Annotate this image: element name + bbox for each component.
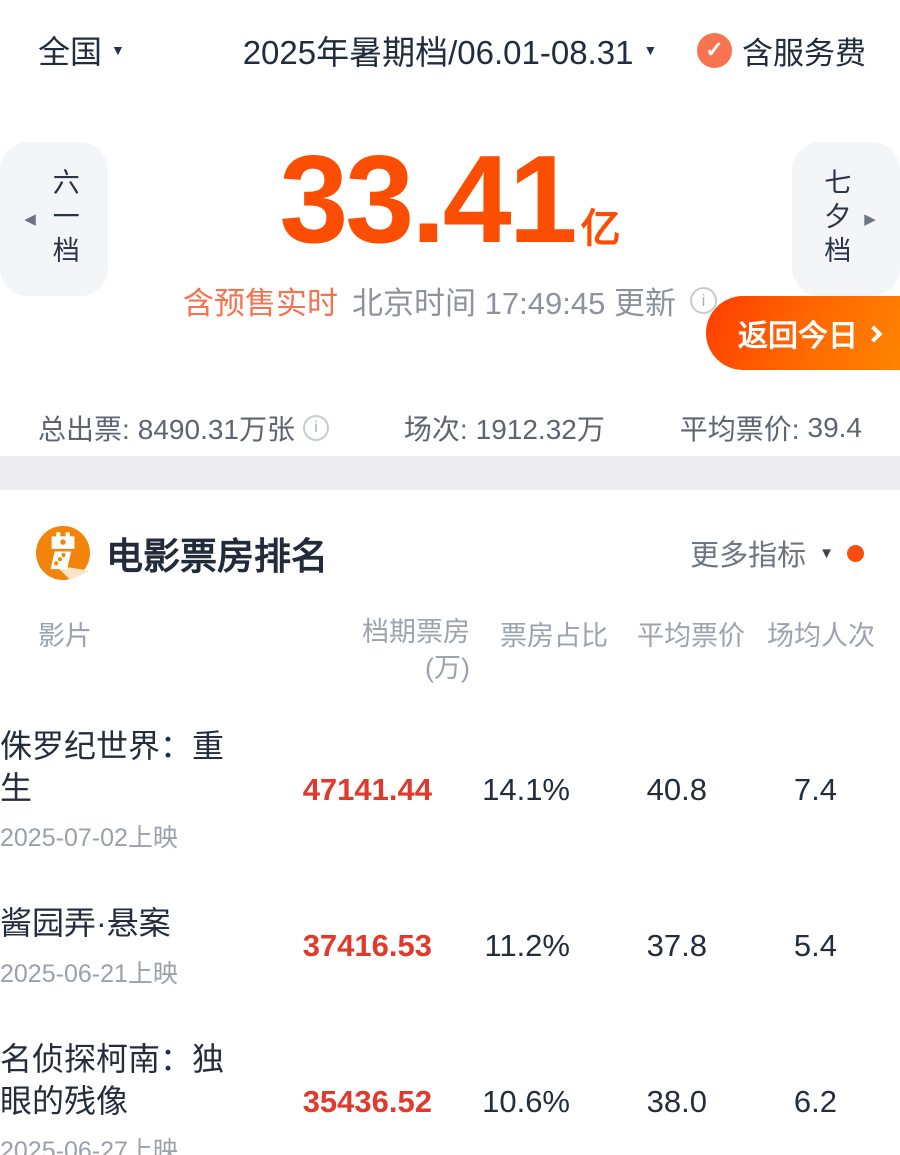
period-dropdown[interactable]: 2025年暑期档/06.01-08.31 ▼ <box>243 0 658 100</box>
column-header-film: 影片 <box>38 621 92 651</box>
ranking-header: 电影票房排名 更多指标 ▼ <box>0 526 900 580</box>
table-row[interactable]: 酱园弄·悬案 2025-06-21上映 37416.53 11.2% 37.8 … <box>0 878 900 1013</box>
prev-period-label: 六一档 <box>48 168 79 270</box>
update-subline: 含预售实时 北京时间 17:49:45 更新 i <box>0 278 900 323</box>
region-dropdown[interactable]: 全国 ▼ <box>38 0 125 100</box>
arrow-right-icon: ▶ <box>864 211 876 228</box>
stat-total-tickets: 总出票: 8490.31万张 i <box>38 408 329 448</box>
summary-stats-row: 总出票: 8490.31万张 i 场次: 1912.32万 平均票价: 39.4 <box>0 400 900 456</box>
film-avg-price: 40.8 <box>646 771 707 807</box>
column-header-avg-attendance: 场均人次 <box>767 621 875 651</box>
film-release-date: 2025-07-02上映 <box>0 824 178 853</box>
total-box-office: 33.41 亿 <box>0 100 900 262</box>
stat-sessions: 场次: 1912.32万 <box>404 408 605 448</box>
stat-value: 39.4 <box>807 412 863 443</box>
film-share: 11.2% <box>484 927 570 963</box>
ranking-table: 影片 档期票房 (万) 票房占比 平均票价 场均人次 侏罗纪世界：重生 2025… <box>0 614 900 1155</box>
stat-label: 平均票价: <box>679 414 800 445</box>
film-cell: 酱园弄·悬案 2025-06-21上映 <box>0 902 262 989</box>
lighthouse-icon <box>36 526 90 580</box>
topbar: 全国 ▼ 2025年暑期档/06.01-08.31 ▼ ✓ 含服务费 <box>0 0 900 100</box>
next-period-tab[interactable]: 七夕档 ▶ <box>792 142 900 296</box>
film-gross: 37416.53 <box>302 927 432 963</box>
chevron-down-icon: ▼ <box>643 42 658 58</box>
stat-label: 总出票: <box>38 414 130 445</box>
chevron-down-icon: ▼ <box>819 544 834 562</box>
arrow-left-icon: ◀ <box>24 211 36 228</box>
film-gross: 35436.52 <box>302 1084 432 1120</box>
ranking-title: 电影票房排名 <box>106 536 328 577</box>
film-release-date: 2025-06-27上映 <box>0 1137 178 1155</box>
table-body: 侏罗纪世界：重生 2025-07-02上映 47141.44 14.1% 40.… <box>0 701 900 1155</box>
more-metrics-label: 更多指标 <box>690 540 807 572</box>
film-release-date: 2025-06-21上映 <box>0 959 178 988</box>
column-header-gross-unit: (万) <box>425 653 470 684</box>
back-to-today-label: 返回今日 <box>738 320 858 353</box>
column-header-share: 票房占比 <box>500 621 608 651</box>
check-circle-icon: ✓ <box>697 32 732 68</box>
film-avg-price: 38.0 <box>646 1084 707 1120</box>
stat-avg-price: 平均票价: 39.4 <box>680 408 862 448</box>
region-label: 全国 <box>38 34 103 70</box>
film-title: 酱园弄·悬案 <box>0 905 171 942</box>
stat-value: 8490.31万张 <box>137 414 295 445</box>
next-period-label: 七夕档 <box>820 168 851 270</box>
table-row[interactable]: 名侦探柯南：独眼的残像 2025-06-27上映 35436.52 10.6% … <box>0 1014 900 1155</box>
presale-note: 含预售实时 <box>183 286 339 321</box>
film-share: 14.1% <box>482 771 570 807</box>
column-header-gross-line1: 档期票房 <box>362 617 470 647</box>
table-row[interactable]: 侏罗纪世界：重生 2025-07-02上映 47141.44 14.1% 40.… <box>0 701 900 878</box>
service-fee-toggle[interactable]: ✓ 含服务费 <box>697 0 866 100</box>
film-share: 10.6% <box>482 1084 570 1120</box>
notification-dot-icon <box>847 544 864 562</box>
total-box-office-unit: 亿 <box>580 207 621 251</box>
table-header-row: 影片 档期票房 (万) 票房占比 平均票价 场均人次 <box>0 614 900 687</box>
film-gross: 47141.44 <box>302 771 432 807</box>
period-title: 2025年暑期档/06.01-08.31 <box>242 34 634 71</box>
info-icon[interactable]: i <box>303 415 329 441</box>
section-divider <box>0 456 900 490</box>
update-time-note: 北京时间 17:49:45 更新 <box>352 286 676 321</box>
hero-section: ◀ 六一档 七夕档 ▶ 33.41 亿 含预售实时 北京时间 17:49:45 更… <box>0 100 900 400</box>
chevron-down-icon: ▼ <box>111 42 125 58</box>
film-title: 侏罗纪世界：重生 <box>0 727 225 807</box>
back-to-today-button[interactable]: 返回今日 <box>706 296 900 370</box>
stat-label: 场次: <box>403 414 468 445</box>
info-icon[interactable]: i <box>689 287 717 314</box>
service-fee-label: 含服务费 <box>742 35 866 71</box>
film-title: 名侦探柯南：独眼的残像 <box>0 1040 225 1119</box>
total-box-office-value: 33.41 <box>279 131 577 269</box>
ranking-section: 电影票房排名 更多指标 ▼ 影片 档期票房 (万) 票房占比 平均票价 场均人次 <box>0 490 900 1155</box>
film-cell: 侏罗纪世界：重生 2025-07-02上映 <box>0 725 262 854</box>
prev-period-tab[interactable]: ◀ 六一档 <box>0 142 108 296</box>
chevron-right-icon <box>865 325 883 342</box>
film-cell: 名侦探柯南：独眼的残像 2025-06-27上映 <box>0 1038 262 1155</box>
more-metrics-dropdown[interactable]: 更多指标 ▼ <box>690 532 864 574</box>
column-header-avg-price: 平均票价 <box>637 621 745 651</box>
film-avg-attendance: 5.4 <box>793 927 837 963</box>
stat-value: 1912.32万 <box>475 414 605 445</box>
film-avg-attendance: 6.2 <box>793 1084 837 1120</box>
film-avg-attendance: 7.4 <box>793 771 837 807</box>
film-avg-price: 37.8 <box>646 927 707 963</box>
column-header-gross: 档期票房 (万) <box>300 614 470 687</box>
